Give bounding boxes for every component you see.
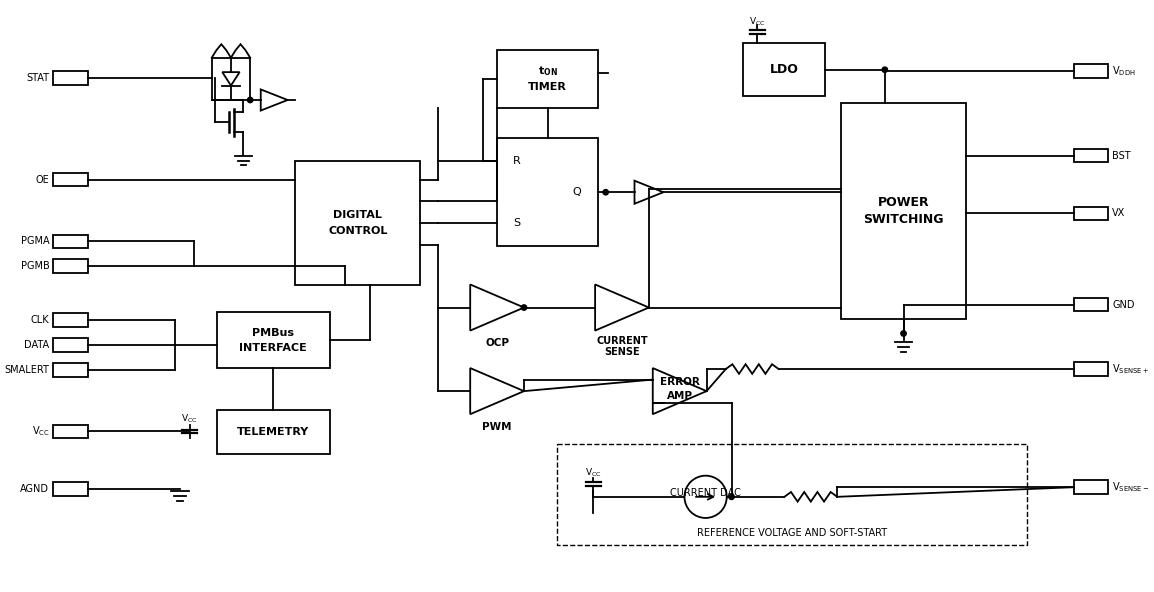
Bar [217, 313, 330, 368]
Text: $\mathregular{V_{CC}}$: $\mathregular{V_{CC}}$ [31, 424, 50, 439]
Text: VX: VX [1112, 208, 1125, 218]
Circle shape [882, 67, 887, 72]
Text: SWITCHING: SWITCHING [863, 213, 944, 226]
Text: CONTROL: CONTROL [328, 226, 388, 236]
Bar [1073, 207, 1108, 220]
Text: CURRENT DAC: CURRENT DAC [670, 488, 741, 498]
Text: LDO: LDO [770, 63, 799, 76]
Text: POWER: POWER [878, 196, 929, 209]
Bar [1073, 149, 1108, 162]
Text: PWM: PWM [482, 422, 512, 432]
Text: OCP: OCP [485, 338, 509, 348]
Bar [1073, 481, 1108, 494]
Text: S: S [512, 218, 520, 228]
Text: TIMER: TIMER [529, 82, 567, 92]
Text: CURRENT: CURRENT [597, 336, 647, 346]
Text: TELEMETRY: TELEMETRY [237, 427, 309, 437]
Text: OE: OE [36, 175, 50, 185]
Bar [217, 410, 330, 453]
Bar [1073, 362, 1108, 376]
Text: PMBus: PMBus [253, 327, 294, 337]
Bar [53, 313, 88, 327]
Circle shape [729, 494, 734, 500]
Text: DATA: DATA [24, 340, 50, 350]
Bar [53, 234, 88, 248]
Text: BST: BST [1112, 151, 1131, 160]
Circle shape [604, 189, 608, 195]
Text: PGMA: PGMA [21, 236, 50, 246]
Text: AGND: AGND [21, 484, 50, 494]
Bar [497, 139, 598, 246]
Text: SENSE: SENSE [605, 347, 639, 357]
Text: $\mathregular{V_{DDH}}$: $\mathregular{V_{DDH}}$ [1112, 65, 1136, 78]
Bar [743, 43, 825, 96]
Bar [1073, 65, 1108, 78]
Text: PGMB: PGMB [21, 261, 50, 271]
Text: Q: Q [572, 187, 582, 197]
Bar [53, 173, 88, 186]
Text: REFERENCE VOLTAGE AND SOFT-START: REFERENCE VOLTAGE AND SOFT-START [697, 528, 887, 538]
Circle shape [901, 331, 906, 336]
Text: $\mathregular{V_{CC}}$: $\mathregular{V_{CC}}$ [585, 466, 601, 479]
Bar [53, 363, 88, 377]
Bar [53, 338, 88, 352]
Bar [53, 482, 88, 496]
Text: ERROR: ERROR [660, 377, 699, 387]
Text: $\mathregular{V_{CC}}$: $\mathregular{V_{CC}}$ [181, 413, 198, 425]
Text: $\mathregular{V_{CC}}$: $\mathregular{V_{CC}}$ [749, 16, 766, 28]
Text: SMALERT: SMALERT [5, 365, 50, 375]
Text: STAT: STAT [27, 73, 50, 83]
Bar [497, 50, 598, 108]
Bar [53, 71, 88, 85]
Text: GND: GND [1112, 300, 1134, 310]
Bar [556, 444, 1027, 545]
Text: $\mathregular{t_{ON}}$: $\mathregular{t_{ON}}$ [538, 65, 557, 78]
Text: R: R [512, 156, 520, 166]
Bar [295, 160, 420, 285]
Bar [841, 103, 966, 319]
Bar [53, 259, 88, 273]
Text: $\mathregular{V_{SENSE-}}$: $\mathregular{V_{SENSE-}}$ [1112, 480, 1149, 494]
Circle shape [247, 97, 253, 102]
Bar [53, 424, 88, 438]
Text: AMP: AMP [667, 391, 692, 401]
Bar [1073, 298, 1108, 311]
Text: INTERFACE: INTERFACE [239, 343, 307, 353]
Text: $\mathregular{V_{SENSE+}}$: $\mathregular{V_{SENSE+}}$ [1112, 362, 1149, 376]
Circle shape [522, 305, 526, 310]
Text: DIGITAL: DIGITAL [334, 210, 382, 220]
Text: CLK: CLK [31, 315, 50, 325]
